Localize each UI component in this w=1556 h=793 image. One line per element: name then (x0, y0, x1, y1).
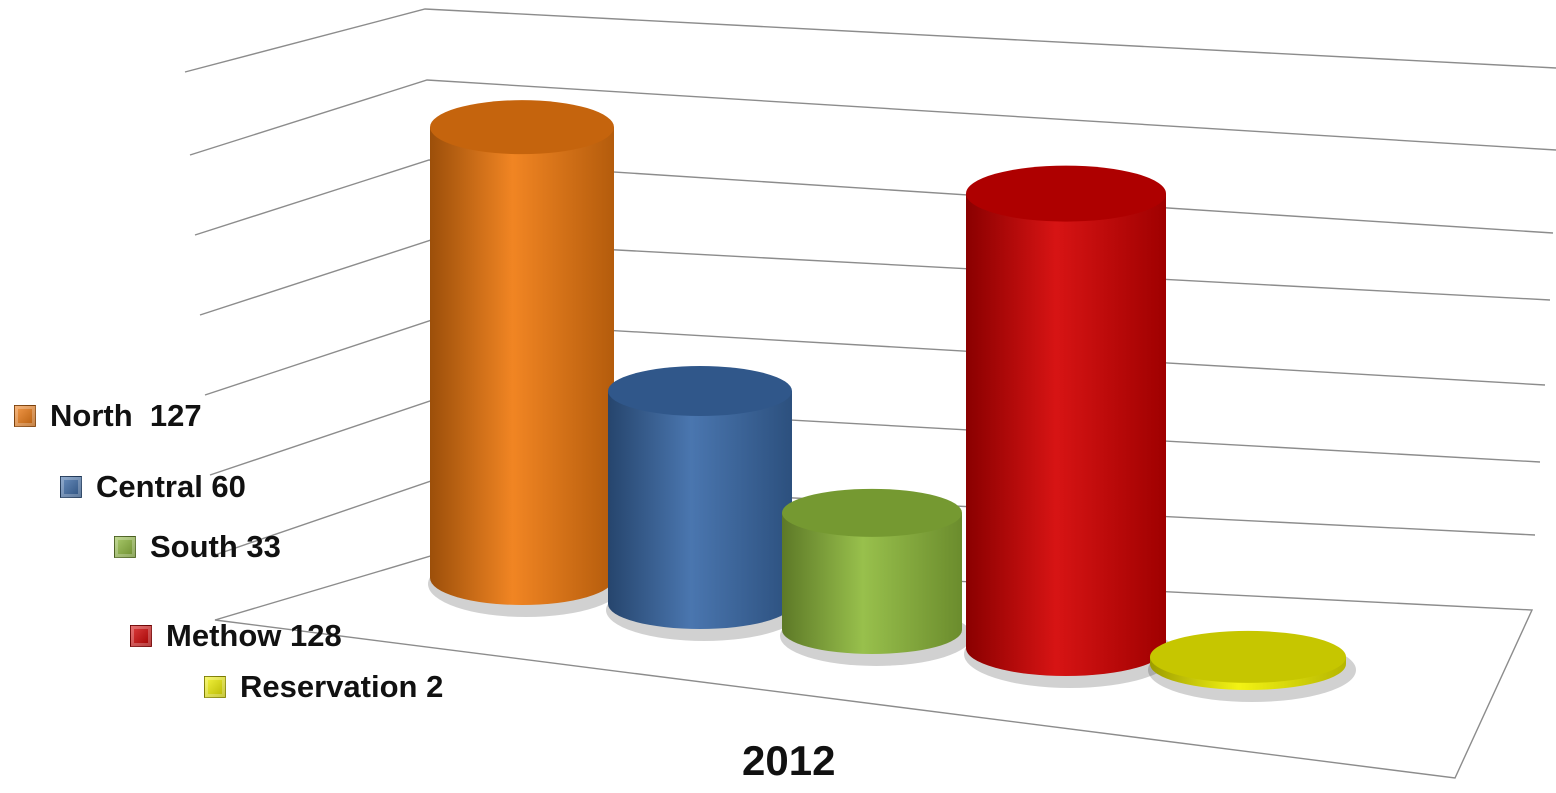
legend-label-north: North 127 (50, 398, 202, 433)
bar-body (782, 512, 962, 654)
legend-item-south: South 33 (114, 529, 281, 565)
legend-item-reservation: Reservation 2 (204, 669, 443, 705)
legend-swatch-north (14, 405, 36, 427)
legend-swatch-methow (130, 625, 152, 647)
bar-body (966, 193, 1166, 676)
bar-top (608, 366, 792, 416)
legend-item-north: North 127 (14, 398, 202, 434)
legend-swatch-central (60, 476, 82, 498)
x-axis-category-label: 2012 (742, 737, 836, 784)
legend-item-methow: Methow 128 (130, 618, 342, 654)
legend-label-methow: Methow 128 (166, 618, 342, 653)
bar-series-group (428, 100, 1356, 702)
legend-swatch-south (114, 536, 136, 558)
gridline (209, 399, 1541, 476)
gridline (194, 159, 1554, 236)
bar-central (606, 366, 802, 641)
floor-plane (214, 554, 1534, 779)
bar-top (430, 100, 614, 155)
bar-south (780, 488, 972, 666)
legend-label-central: Central 60 (96, 469, 246, 504)
bar-body (608, 391, 792, 629)
legend-label-south: South 33 (150, 529, 281, 564)
legend-swatch-reservation (204, 676, 226, 698)
legend-label-reservation: Reservation 2 (240, 669, 444, 704)
bar-reservation (1148, 630, 1356, 702)
bar-north (428, 100, 624, 617)
gridline (184, 8, 1556, 73)
bar-top (966, 165, 1166, 222)
bar-body (430, 127, 614, 606)
gridline (204, 319, 1546, 396)
legend-item-central: Central 60 (60, 469, 246, 505)
gridline (199, 239, 1551, 316)
bar-top (782, 488, 962, 537)
bar-top (1150, 630, 1346, 683)
bar-methow (964, 165, 1176, 688)
gridline (189, 79, 1556, 156)
